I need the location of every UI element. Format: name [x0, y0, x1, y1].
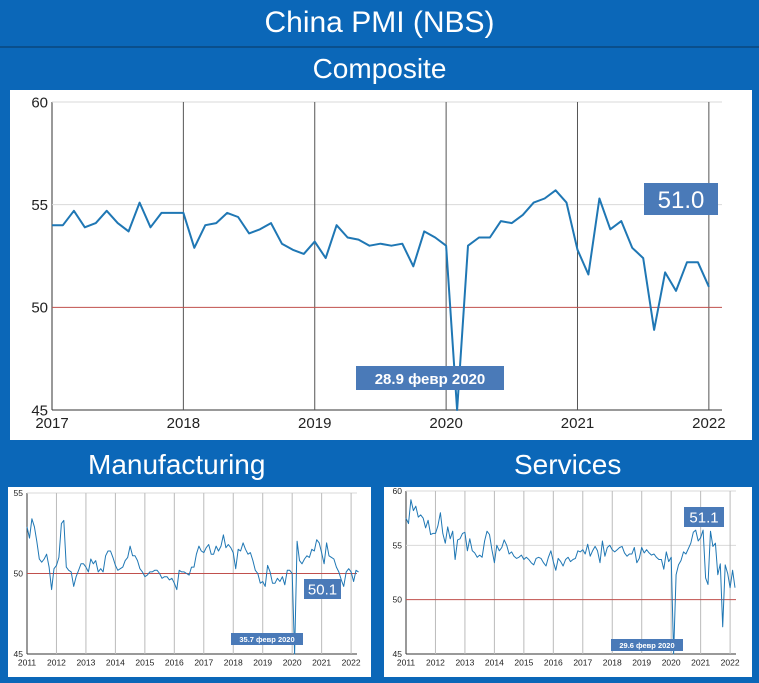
x-tick-label: 2018	[167, 415, 200, 432]
latest-value-box	[684, 507, 724, 527]
x-tick-label: 2017	[194, 658, 213, 668]
x-tick-label: 2022	[342, 658, 361, 668]
latest-value-label: 50.1	[308, 582, 337, 599]
manufacturing-chart-panel: 45 50 55 2011 2012 2013 2014 2015 2016 2017 2018 20…	[8, 487, 371, 677]
x-tick-label: 2018	[603, 658, 622, 668]
x-tick-label: 2022	[692, 415, 725, 432]
annotation-label: 29.6 февр 2020	[619, 641, 674, 650]
composite-chart-panel: 45 50 55 60 2017 2018 2019 2020 2021 2022 51.0 28.9…	[10, 90, 752, 440]
annotation-box	[356, 366, 504, 390]
x-tick-label: 2013	[76, 658, 95, 668]
x-tick-label: 2018	[224, 658, 243, 668]
x-tick-label: 2017	[35, 415, 68, 432]
composite-title: Composite	[312, 53, 447, 84]
x-tick-label: 2020	[429, 415, 462, 432]
x-tick-label: 2014	[106, 658, 125, 668]
x-tick-label: 2014	[485, 658, 504, 668]
latest-value-label: 51.0	[658, 187, 705, 214]
manufacturing-title: Manufacturing	[88, 449, 266, 480]
x-tick-label: 2017	[573, 658, 592, 668]
x-tick-label: 2019	[632, 658, 651, 668]
annotation-box	[611, 639, 683, 651]
x-tick-label: 2016	[165, 658, 184, 668]
latest-value-label: 51.1	[689, 510, 718, 527]
x-tick-label: 2015	[514, 658, 533, 668]
y-tick-label: 55	[393, 540, 403, 550]
x-tick-label: 2016	[544, 658, 563, 668]
y-tick-label: 60	[393, 487, 403, 496]
y-tick-label: 50	[31, 300, 48, 317]
annotation-label: 35.7 февр 2020	[239, 635, 294, 644]
services-chart: 45 50 55 60 2011 2012 2013 2014 2015 2016 2017 2018…	[393, 486, 740, 668]
services-chart-panel: 45 50 55 60 2011 2012 2013 2014 2015 2016 2017 2018…	[384, 486, 752, 677]
composite-chart: 45 50 55 60 2017 2018 2019 2020 2021 2022 51.0 28.9…	[31, 94, 725, 432]
annotation-label: 28.9 февр 2020	[375, 371, 486, 388]
x-tick-label: 2012	[47, 658, 66, 668]
y-tick-label: 45	[14, 649, 24, 659]
latest-value-box	[304, 579, 341, 599]
x-tick-label: 2021	[691, 658, 710, 668]
y-tick-label: 50	[393, 595, 403, 605]
page-title: China PMI (NBS)	[0, 0, 759, 48]
x-tick-label: 2019	[298, 415, 331, 432]
x-tick-label: 2011	[18, 658, 37, 668]
x-tick-label: 2020	[283, 658, 302, 668]
x-tick-label: 2020	[662, 658, 681, 668]
x-tick-label: 2013	[455, 658, 474, 668]
x-tick-label: 2019	[253, 658, 272, 668]
annotation-box	[231, 633, 303, 645]
y-tick-label: 45	[31, 402, 48, 419]
y-tick-label: 60	[31, 94, 48, 111]
y-tick-label: 55	[14, 488, 24, 498]
x-tick-label: 2012	[426, 658, 445, 668]
x-tick-label: 2022	[721, 658, 740, 668]
x-tick-label: 2021	[561, 415, 594, 432]
y-tick-label: 50	[14, 568, 24, 578]
y-tick-label: 55	[31, 197, 48, 214]
latest-value-box	[644, 183, 718, 215]
y-tick-label: 45	[393, 649, 403, 659]
series-line	[26, 518, 359, 655]
x-tick-label: 2015	[135, 658, 154, 668]
services-title: Services	[514, 449, 622, 480]
x-tick-label: 2021	[312, 658, 331, 668]
x-tick-label: 2011	[397, 658, 416, 668]
manufacturing-chart: 45 50 55 2011 2012 2013 2014 2015 2016 2017 2018 20…	[14, 488, 361, 668]
